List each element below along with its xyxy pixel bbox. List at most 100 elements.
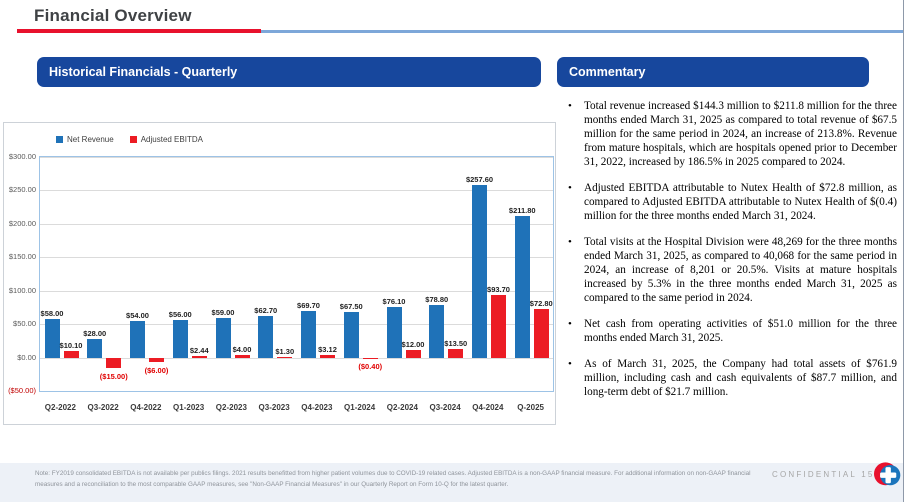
bar-value-label: ($0.40) xyxy=(358,361,383,371)
bar-adjusted-ebitda xyxy=(234,354,250,358)
bar-value-label: $62.70 xyxy=(254,305,278,315)
x-axis-tick-label: Q4-2022 xyxy=(130,403,162,412)
bar-adjusted-ebitda xyxy=(448,348,464,358)
x-axis-tick-label: Q1-2023 xyxy=(173,403,205,412)
bullet-marker: • xyxy=(568,182,572,194)
legend-item: Net Revenue xyxy=(56,135,114,144)
footnote-line: Note: FY2019 consolidated EBITDA is not … xyxy=(35,470,751,477)
legend-label: Adjusted EBITDA xyxy=(140,135,203,144)
bar-value-label: ($15.00) xyxy=(99,371,128,381)
bullet-item: • Adjusted EBITDA attributable to Nutex H… xyxy=(568,181,897,223)
x-axis-tick-label: Q1-2024 xyxy=(344,403,376,412)
page-title: Financial Overview xyxy=(34,6,192,25)
bar-net-revenue xyxy=(44,318,60,358)
x-axis-tick-label: Q-2025 xyxy=(517,403,544,412)
bar-adjusted-ebitda xyxy=(277,356,293,358)
bar-value-label: $3.12 xyxy=(318,345,337,355)
legend-label: Net Revenue xyxy=(67,135,114,144)
bar-net-revenue xyxy=(215,318,231,358)
bar-value-label: $67.50 xyxy=(339,302,363,312)
bar-value-label: $10.10 xyxy=(59,340,83,350)
bar-net-revenue xyxy=(514,215,530,358)
bar-value-label: $4.00 xyxy=(232,344,252,354)
bar-net-revenue xyxy=(343,312,359,358)
bar-net-revenue xyxy=(172,320,188,358)
chart-gridline xyxy=(40,324,553,326)
page-number: 15 xyxy=(861,470,875,479)
x-axis-tick-label: Q4-2023 xyxy=(301,403,333,412)
chart-gridline xyxy=(40,223,553,225)
bullet-marker: • xyxy=(568,236,572,248)
bullet-marker: • xyxy=(568,358,572,370)
chart-plot: $58.00 $10.10 $28.00 ($15.00) $54.00 ($6.00) $… xyxy=(39,156,554,392)
y-axis-tick-label: $300.00 xyxy=(8,152,36,161)
y-axis-tick-label: $0.00 xyxy=(17,352,36,362)
historical-financials-header-label: Historical Financials - Quarterly xyxy=(49,65,238,79)
bar-net-revenue xyxy=(472,185,487,358)
bar-value-label: $58.00 xyxy=(40,308,64,318)
bar-net-revenue xyxy=(258,315,274,358)
y-axis-tick-label: $150.00 xyxy=(8,252,36,262)
slide-right-border xyxy=(903,0,904,502)
bar-value-label: $76.10 xyxy=(382,296,406,306)
bar-value-label: $54.00 xyxy=(126,311,149,321)
bar-net-revenue xyxy=(87,338,103,358)
bar-adjusted-ebitda xyxy=(491,294,506,358)
bullet-marker: • xyxy=(568,318,572,330)
bar-value-label: $93.70 xyxy=(487,284,510,294)
bar-adjusted-ebitda xyxy=(405,349,421,358)
legend-swatch xyxy=(129,136,137,143)
x-axis-tick-label: Q3-2023 xyxy=(258,403,290,412)
bar-net-revenue xyxy=(386,306,402,358)
chart-gridline xyxy=(40,257,553,259)
chart-gridline xyxy=(40,357,553,359)
x-axis-tick-label: Q2-2022 xyxy=(44,403,76,412)
chart-legend: Net Revenue Adjusted EBITDA xyxy=(56,135,219,144)
legend-swatch xyxy=(56,136,63,143)
commentary-header: Commentary xyxy=(557,57,869,87)
bar-adjusted-ebitda xyxy=(106,357,122,368)
bullet-text: Adjusted EBITDA attributable to Nutex He… xyxy=(584,182,897,222)
y-axis-tick-label: ($50.00) xyxy=(8,386,36,395)
nutex-health-logo xyxy=(874,462,901,486)
historical-financials-header: Historical Financials - Quarterly xyxy=(37,57,541,87)
bullet-item: • Total visits at the Hospital Division w… xyxy=(568,235,897,305)
bar-value-label: $59.00 xyxy=(211,308,235,318)
confidential-marking: CONFIDENTIAL 15 xyxy=(772,470,875,479)
chart-gridline xyxy=(40,290,553,292)
confidential-label: CONFIDENTIAL xyxy=(772,470,857,479)
y-axis-tick-label: $100.00 xyxy=(8,285,36,295)
bullet-item: • As of March 31, 2025, the Company had t… xyxy=(568,357,897,399)
bar-net-revenue xyxy=(301,310,316,358)
chart-gridline xyxy=(40,190,553,192)
y-axis-tick-label: $50.00 xyxy=(13,319,36,329)
bar-adjusted-ebitda xyxy=(533,308,549,358)
cross-icon xyxy=(880,467,897,484)
commentary-header-label: Commentary xyxy=(569,65,646,79)
title-underline-blue xyxy=(261,30,903,33)
bullet-item: • Net cash from operating activities of $… xyxy=(568,317,897,345)
bullet-text: Total revenue increased $144.3 million t… xyxy=(584,100,897,168)
bullet-marker: • xyxy=(568,100,572,112)
title-underline-red xyxy=(17,29,261,33)
bar-value-label: $257.60 xyxy=(465,175,494,185)
bar-value-label: $72.80 xyxy=(529,298,553,308)
bullet-text: Net cash from operating activities of $5… xyxy=(584,318,897,344)
bar-value-label: $211.80 xyxy=(508,205,536,215)
footnote-line: measures and a reconciliation to the mos… xyxy=(35,480,509,488)
bar-adjusted-ebitda xyxy=(63,350,79,358)
bullet-text: Total visits at the Hospital Division we… xyxy=(584,236,897,304)
footer-strip xyxy=(0,463,903,502)
y-axis-tick-label: $200.00 xyxy=(8,218,36,228)
bar-value-label: $28.00 xyxy=(83,328,107,338)
bar-value-label: $2.44 xyxy=(189,345,209,355)
bar-value-label: ($6.00) xyxy=(144,365,169,375)
bar-net-revenue xyxy=(429,304,445,358)
chart-card: Net Revenue Adjusted EBITDA $58.00 $10.10 $… xyxy=(3,122,556,425)
bar-adjusted-ebitda xyxy=(191,355,207,358)
bar-adjusted-ebitda xyxy=(149,357,164,362)
bar-value-label: $56.00 xyxy=(168,310,192,320)
bar-value-label: $13.50 xyxy=(444,338,468,348)
footnote: Note: FY2019 consolidated EBITDA is not … xyxy=(35,469,751,490)
x-axis-tick-label: Q3-2024 xyxy=(429,403,461,412)
